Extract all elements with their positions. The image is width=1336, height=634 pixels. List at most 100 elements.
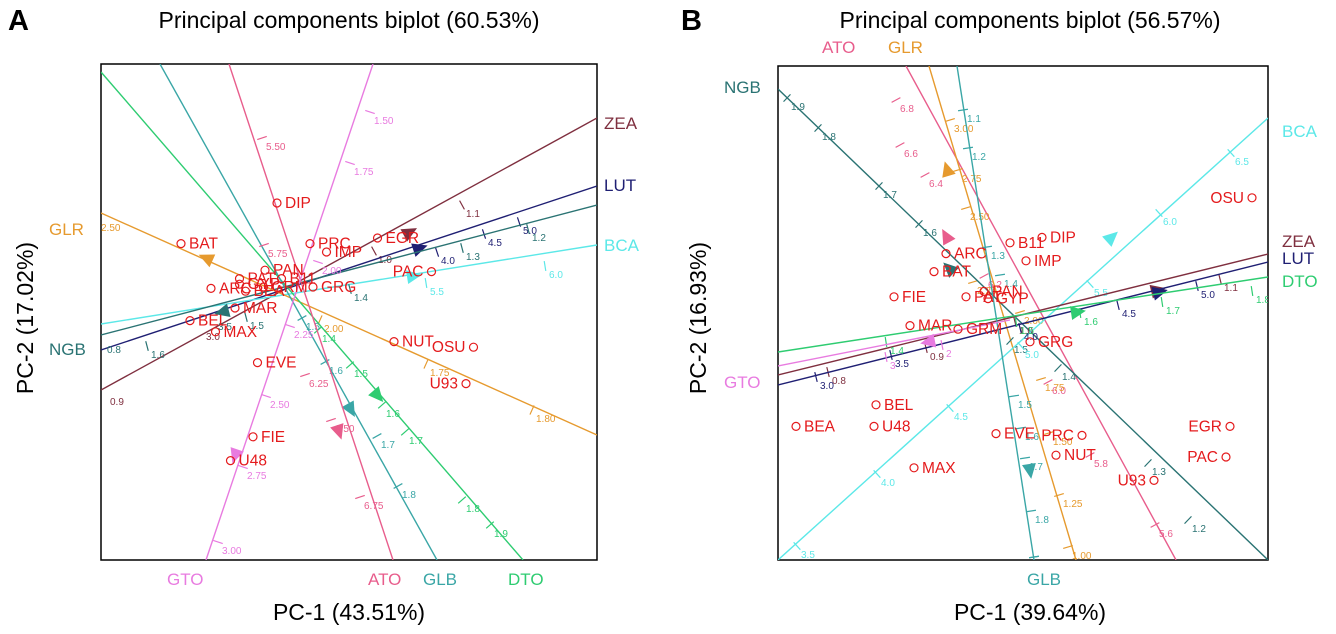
axis-tick-label: 1.4 <box>322 334 336 345</box>
variable-axis-gto: 1.50 1.75 2.00 2.25 2.50 2.75 3.00 <box>205 64 394 560</box>
genotype-label: GYP <box>248 276 281 293</box>
axis-tick-mark <box>365 109 375 115</box>
genotype-marker <box>276 274 287 284</box>
panel-b-title: Principal components biplot (56.57%) <box>840 7 1221 33</box>
axis-arrow-lut <box>411 243 428 257</box>
genotype-point-bea: BEA <box>240 283 285 300</box>
genotype-marker <box>260 265 270 275</box>
genotype-marker <box>248 432 258 442</box>
genotype-marker <box>1077 430 1087 440</box>
axis-tick-label: 0.9 <box>930 352 944 363</box>
genotype-point-dip: DIP <box>1037 229 1076 246</box>
axis-tick-mark <box>1025 509 1037 513</box>
genotype-point-grm: GRM <box>953 321 1002 338</box>
axis-line-glb <box>159 64 438 560</box>
axis-arrow-gto <box>920 333 937 348</box>
genotype-label: ARC <box>219 280 252 297</box>
variable-axis-ato: 5.50 5.75 6.25 6.50 6.75 <box>228 64 394 560</box>
axis-tick-label: 1.4 <box>1004 279 1018 290</box>
panel-b-xlabel: PC-1 (39.64%) <box>954 599 1106 625</box>
genotype-marker <box>468 342 479 352</box>
genotype-label: MAR <box>243 300 277 317</box>
genotype-marker <box>185 316 195 326</box>
axis-tick-mark <box>895 142 905 148</box>
genotype-label: EGR <box>1188 418 1222 435</box>
genotype-label: IMP <box>335 244 363 261</box>
genotype-point-max: MAX <box>210 324 258 341</box>
axis-line-ato <box>228 64 394 560</box>
genotype-marker <box>1037 232 1047 242</box>
axis-tick-label: 1.9 <box>791 102 805 113</box>
axis-tick-label: 2.75 <box>962 174 982 185</box>
genotype-point-gyp: GYP <box>983 291 1029 308</box>
genotype-point-bat: BAT <box>929 264 972 281</box>
axis-tick-mark <box>915 219 923 229</box>
genotype-marker <box>991 429 1001 439</box>
genotype-marker <box>234 274 245 284</box>
axis-tick-label: 1.5 <box>1014 345 1028 356</box>
axis-tick-mark <box>783 93 791 103</box>
genotype-label: NUT <box>1064 447 1096 464</box>
axis-tick-mark <box>1044 430 1054 436</box>
genotype-marker <box>1221 452 1231 462</box>
axis-tick-label: 0.8 <box>832 376 846 387</box>
genotype-label: OSU <box>1210 190 1244 207</box>
genotype-marker <box>234 279 245 289</box>
genotype-marker <box>252 358 263 368</box>
axis-tick-mark <box>372 433 382 439</box>
axis-tick-label: 1.1 <box>466 209 480 220</box>
axis-tick-mark <box>320 359 330 365</box>
genotype-point-u48: U48 <box>869 418 910 435</box>
axis-tick-label: 3.5 <box>895 359 909 370</box>
axis-tick-label: 1.8 <box>1035 515 1049 526</box>
axis-tick-label: 1.6 <box>329 366 343 377</box>
genotype-marker <box>272 198 282 208</box>
axis-tick-label: 1.25 <box>1063 499 1083 510</box>
axis-tick-mark <box>962 146 974 150</box>
panel-b-ylabel: PC-2 (16.93%) <box>685 242 711 394</box>
axis-tick-mark <box>1018 323 1022 333</box>
axis-tick-label: 6.75 <box>364 501 384 512</box>
axis-tick-label: 1.80 <box>536 414 556 425</box>
genotype-label: U48 <box>239 453 267 470</box>
axis-tick-label: 1.6 <box>1025 432 1039 443</box>
axis-tick-label: 1.3 <box>991 251 1005 262</box>
axis-tick-label: 6.8 <box>900 104 914 115</box>
genotype-point-prc: PRC <box>1041 427 1087 444</box>
axis-tick-label: 0.9 <box>110 397 124 408</box>
axis-arrow-ngb <box>943 262 959 278</box>
axis-tick-mark <box>884 351 888 363</box>
genotype-label: DIP <box>285 195 311 212</box>
variable-axis-bca: 3.5 4.0 4.5 5.0 5.5 6.0 6.5 <box>778 117 1268 560</box>
genotype-point-dip: DIP <box>272 195 311 212</box>
axis-tick-label: 1.8 <box>1256 295 1270 306</box>
axis-tick-label: 6.25 <box>309 379 329 390</box>
axis-tick-label: 5.50 <box>266 142 286 153</box>
genotype-marker <box>909 463 919 473</box>
variable-axis-glr: 1.001.251.501.752.002.252.502.753.00 <box>928 66 1092 562</box>
genotype-label: BAT <box>189 236 219 253</box>
axis-tick-label: 1.9 <box>494 529 508 540</box>
axis-tick-mark <box>1054 363 1062 373</box>
axis-tick-mark <box>1116 300 1120 310</box>
genotype-label: GRM <box>966 321 1002 338</box>
axis-tick-mark <box>244 312 248 322</box>
genotype-label: BEL <box>884 397 914 414</box>
axis-tick-mark <box>543 260 547 272</box>
axis-tick-label: 1.6 <box>151 350 165 361</box>
axis-tick-label: 1.00 <box>1072 551 1092 562</box>
axis-tick-mark <box>145 341 149 351</box>
genotype-point-eve: EVE <box>991 426 1035 443</box>
genotype-label: PAC <box>393 264 424 281</box>
variable-axis-glb: 1.11.21.31.41.51.61.71.81.92.0 <box>956 66 1049 560</box>
genotype-marker <box>426 267 437 277</box>
axis-tick-mark <box>261 393 271 399</box>
axis-tick-mark <box>891 97 901 103</box>
genotype-label: GRG <box>1038 334 1073 351</box>
axis-tick-label: 2.75 <box>247 471 267 482</box>
axis-tick-label: 1.3 <box>466 252 480 263</box>
axis-tick-mark <box>814 372 818 382</box>
axis-tick-label: 3.0 <box>206 332 220 343</box>
genotype-point-arc: ARC <box>941 246 987 263</box>
